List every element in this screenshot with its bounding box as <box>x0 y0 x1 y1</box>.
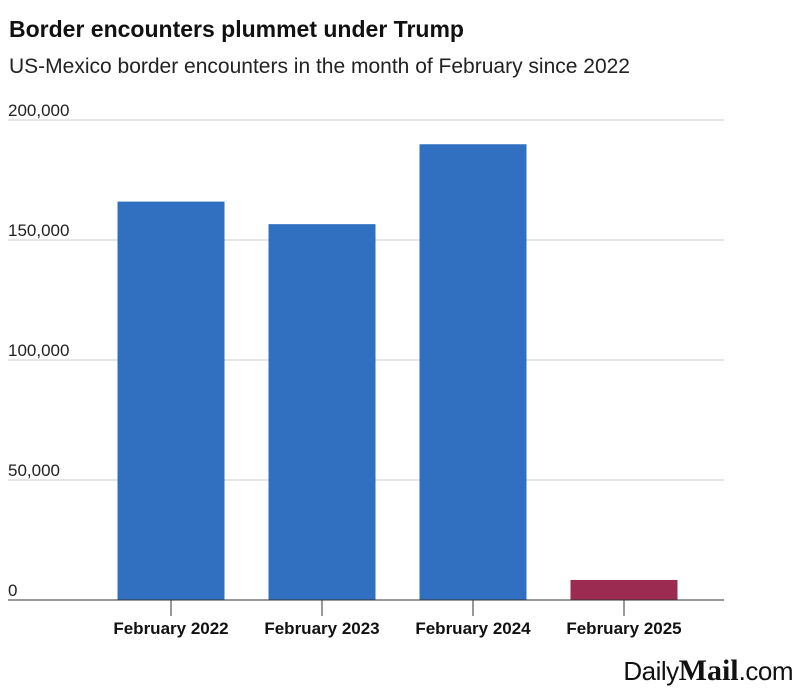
y-tick-label: 0 <box>8 581 17 600</box>
bar <box>570 579 678 600</box>
chart-title: Border encounters plummet under Trump <box>9 16 464 42</box>
x-tick-label: February 2022 <box>113 619 228 638</box>
bar <box>419 144 527 601</box>
y-tick-label: 100,000 <box>8 341 69 360</box>
logo-mail: Mail <box>678 654 739 687</box>
x-tick-label: February 2024 <box>415 619 531 638</box>
y-tick-label: 150,000 <box>8 221 69 240</box>
x-tick-label: February 2023 <box>264 619 379 638</box>
chart-subtitle: US-Mexico border encounters in the month… <box>9 55 630 78</box>
x-tick-label: February 2025 <box>566 619 681 638</box>
dailymail-logo: DailyMail.com <box>623 654 793 688</box>
bar <box>117 201 225 600</box>
y-tick-label: 200,000 <box>8 101 69 120</box>
bar <box>268 224 376 600</box>
logo-com: .com <box>738 656 794 686</box>
y-tick-label: 50,000 <box>8 461 60 480</box>
logo-daily: Daily <box>623 656 679 686</box>
